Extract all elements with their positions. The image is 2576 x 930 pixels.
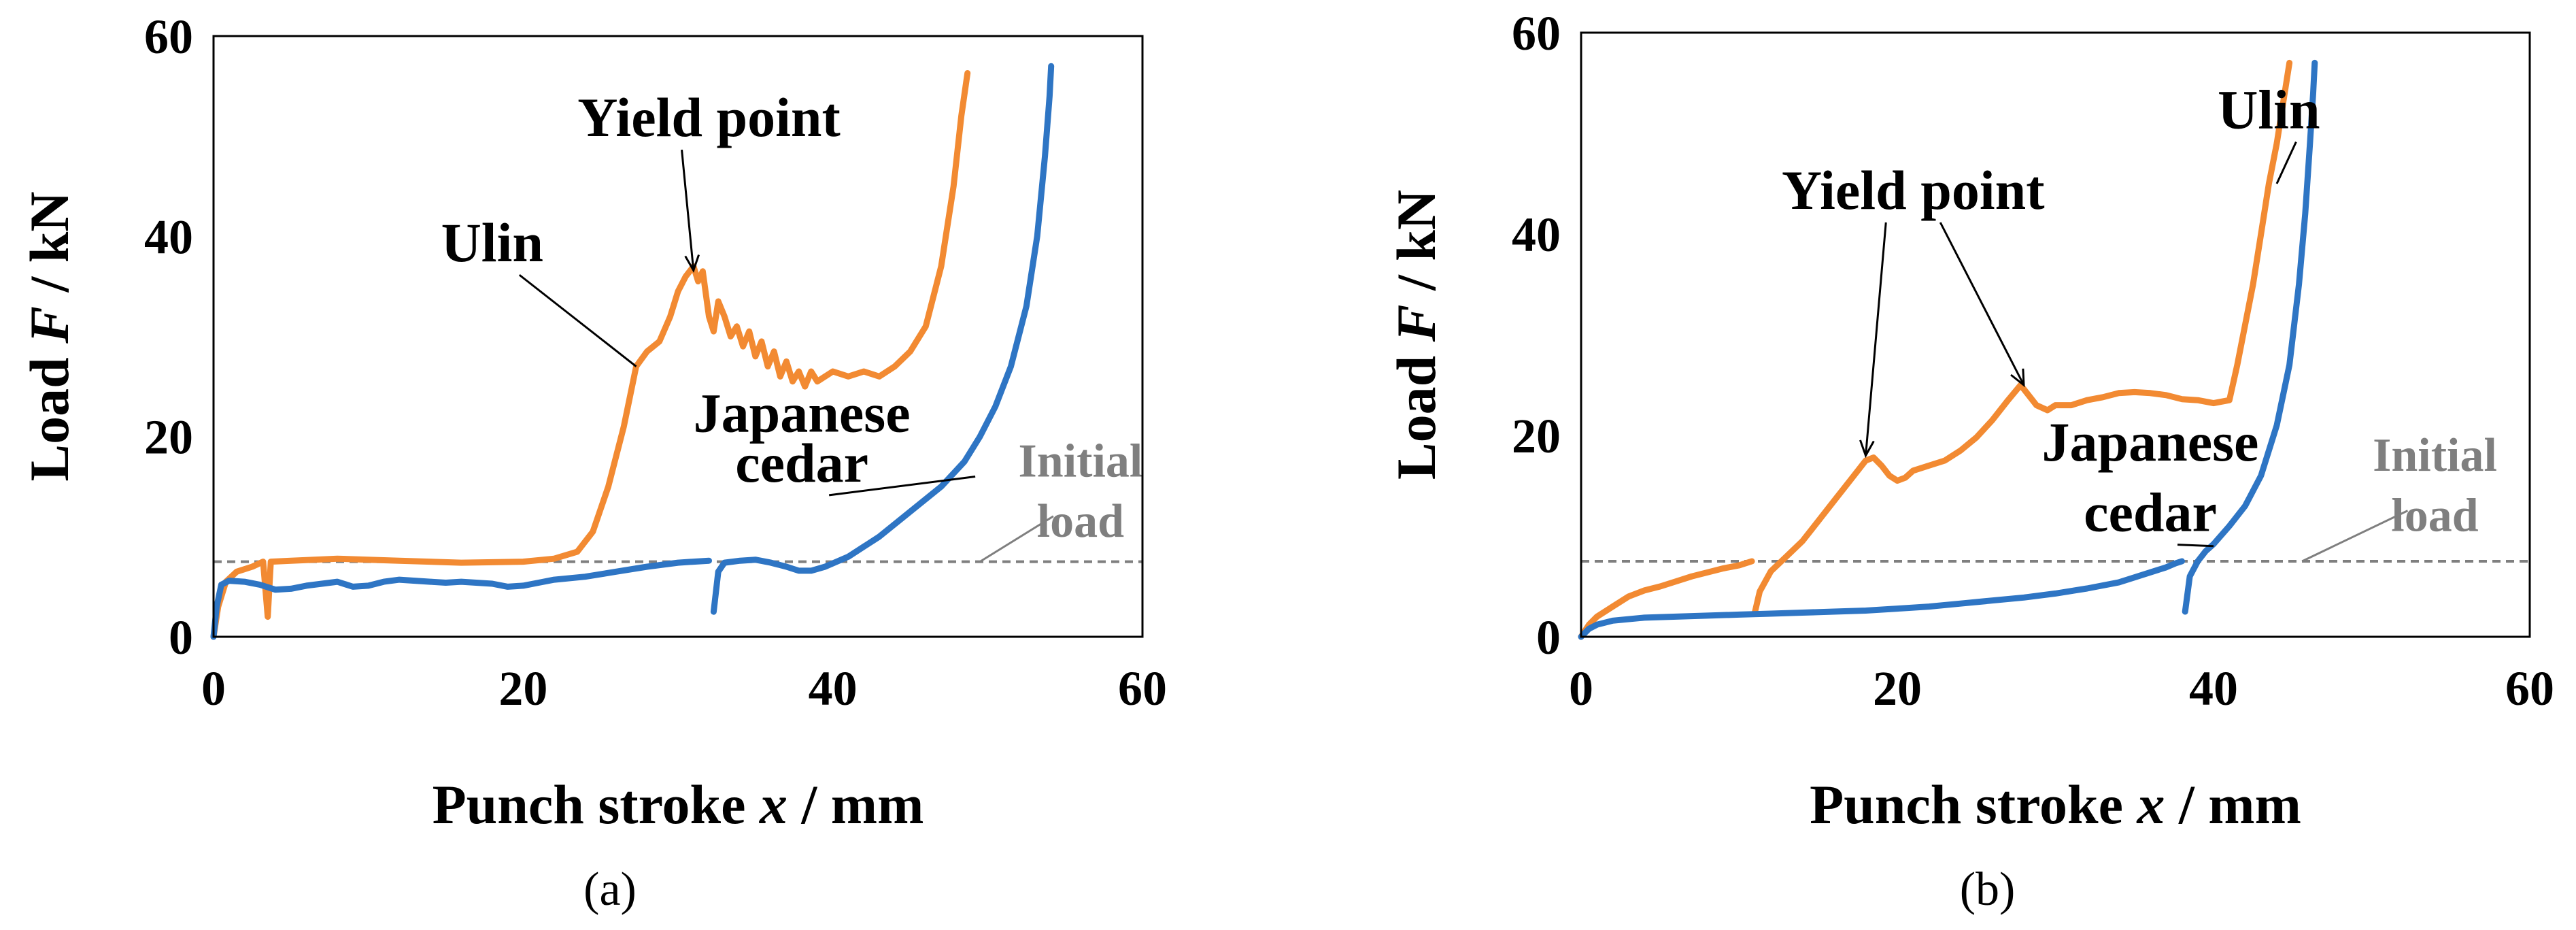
y-tick-label: 40 [1512, 207, 1561, 262]
x-tick-label: 0 [201, 661, 226, 716]
y-tick-label: 0 [1536, 610, 1561, 665]
y-tick-label: 20 [1512, 409, 1561, 463]
panel-label: (a) [583, 863, 637, 916]
annotation-leader-line [2177, 544, 2214, 548]
series-ulin-line [210, 70, 971, 640]
y-axis-label: Load F / kN [18, 191, 80, 481]
plot-area-frame [212, 35, 1144, 638]
panel-label: (b) [1960, 863, 2016, 916]
annotation-initial: Initial [1019, 435, 1143, 488]
y-axis-label: Load F / kN [1385, 190, 1447, 480]
annotation-leader-line [681, 150, 695, 271]
annotation-arrowhead [2010, 368, 2025, 388]
x-axis-label: Punch stroke x / mm [433, 774, 924, 835]
annotation-ulin: Ulin [2218, 79, 2320, 141]
y-tick-label: 40 [144, 210, 193, 264]
y-tick-label: 20 [144, 410, 193, 465]
annotation-japanese: Japanese [694, 382, 911, 444]
x-tick-label: 60 [2505, 661, 2554, 716]
series-japanese-cedar-line [210, 557, 712, 640]
series-japanese-cedar-line [2182, 59, 2318, 615]
series-japanese-cedar-line [710, 63, 1055, 615]
annotation-yield-point: Yield point [1782, 159, 2045, 221]
annotation-leader-line [2301, 510, 2409, 563]
annotation-japanese: Japanese [2042, 411, 2259, 473]
annotation-cedar: cedar [2084, 482, 2217, 544]
annotation-arrowhead [684, 254, 700, 273]
annotation-cedar: cedar [735, 432, 868, 494]
series-ulin-line [1752, 59, 2293, 615]
annotation-leader-line [828, 476, 976, 497]
annotation-load: load [1037, 495, 1124, 548]
series-ulin-line [1578, 558, 1755, 640]
annotation-initial: Initial [2373, 429, 2497, 482]
annotation-leader-line [518, 273, 637, 367]
annotation-yield-point: Yield point [577, 86, 841, 148]
x-tick-label: 40 [2189, 661, 2238, 716]
annotation-arrowhead [1859, 439, 1875, 459]
x-axis-label: Punch stroke x / mm [1810, 774, 2301, 835]
annotation-leader-line [979, 515, 1054, 563]
chart-panel-b: Yield pointUlinJapanesecedarInitialload … [1385, 6, 2554, 916]
annotation-ulin: Ulin [441, 212, 543, 273]
series-japanese-cedar-line [1578, 558, 2185, 640]
plot-area-frame [1580, 31, 2531, 638]
x-tick-label: 20 [1873, 661, 1922, 716]
x-tick-label: 60 [1118, 661, 1167, 716]
y-tick-label: 0 [169, 610, 193, 665]
annotation-leader-line [1939, 222, 2025, 386]
y-tick-label: 60 [1512, 6, 1561, 61]
annotation-load: load [2391, 490, 2478, 542]
x-tick-label: 20 [498, 661, 547, 716]
x-tick-label: 0 [1569, 661, 1593, 716]
y-tick-label: 60 [144, 10, 193, 64]
annotation-leader-line [2275, 141, 2297, 184]
annotation-leader-line [1865, 222, 1887, 456]
x-tick-label: 40 [809, 661, 858, 716]
